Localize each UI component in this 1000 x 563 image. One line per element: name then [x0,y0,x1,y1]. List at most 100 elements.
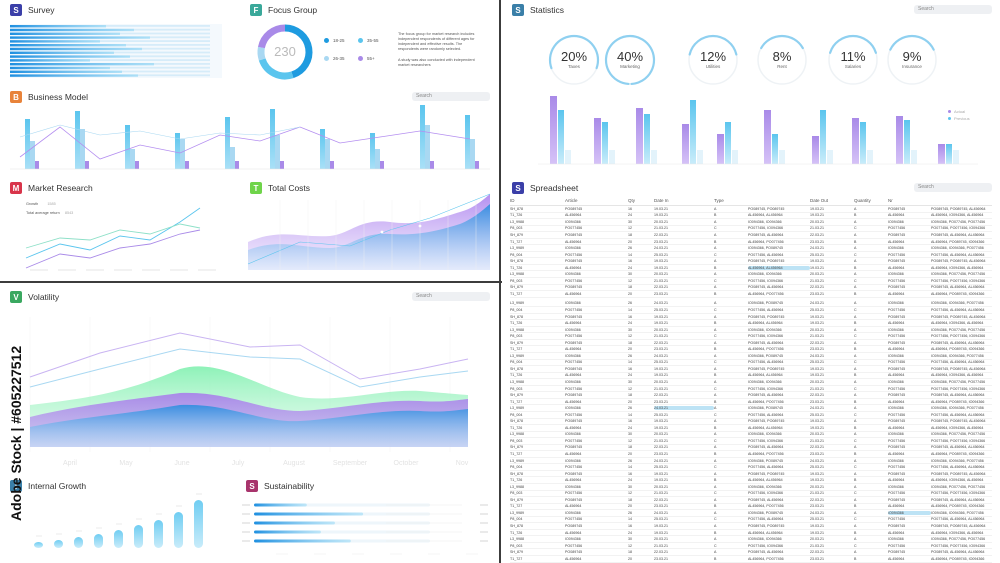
table-cell[interactable]: IO094366, PO077456, PO077456 [931,537,992,541]
col-type[interactable]: Type [714,198,748,203]
table-cell[interactable]: 26 [628,246,654,250]
table-cell[interactable]: 24 [628,478,654,482]
table-cell[interactable]: AL456964 [565,478,628,482]
table-cell[interactable]: IO094366 [565,406,628,410]
table-cell[interactable]: 18 [628,498,654,502]
table-cell[interactable]: IO094366 [565,511,628,515]
table-cell[interactable]: AL456964, PO077456 [748,292,810,296]
table-cell[interactable]: 22.03.21 [810,233,854,237]
table-cell[interactable]: IO094366, PO077456, PO077456 [931,220,992,224]
table-cell[interactable]: IO094366, IO094366, PO077456 [931,459,992,463]
table-cell[interactable]: 22.03.21 [654,550,714,554]
table-cell[interactable]: 19.03.21 [654,266,714,270]
table-cell[interactable]: T1_727 [510,557,565,561]
table-cell[interactable]: A [714,419,748,423]
table-cell[interactable]: PO077456 [565,360,628,364]
table-cell[interactable]: AL456964, PO089745, IO094366 [931,557,992,561]
table-cell[interactable]: A [854,537,888,541]
table-cell[interactable]: 23.03.21 [810,452,854,456]
table-cell[interactable]: B [714,373,748,377]
table-cell[interactable]: PO089745 [888,472,931,476]
table-cell[interactable]: A [854,485,888,489]
table-cell[interactable]: B [714,321,748,325]
table-cell[interactable]: SH_878 [510,367,565,371]
table-cell[interactable]: 25.03.21 [654,517,714,521]
table-cell[interactable]: A [714,511,748,515]
table-cell[interactable]: 19.03.21 [810,315,854,319]
table-cell[interactable]: C [854,334,888,338]
table-cell[interactable]: 22.03.21 [654,393,714,397]
table-cell[interactable]: 24.03.21 [810,354,854,358]
table-cell[interactable]: IO094366, PO089745 [748,459,810,463]
table-cell[interactable]: PO077456 [888,308,931,312]
table-cell[interactable]: B [714,531,748,535]
table-cell[interactable]: IO094366, PO077456, PO077456 [931,432,992,436]
table-cell[interactable]: PO077456 [565,544,628,548]
table-cell[interactable]: L3_9988 [510,432,565,436]
table-cell[interactable]: 12 [628,491,654,495]
table-cell[interactable]: PO077456 [888,279,931,283]
table-cell[interactable]: PO089745 [888,393,931,397]
table-cell[interactable]: A [714,246,748,250]
table-cell[interactable]: C [714,439,748,443]
table-cell[interactable]: A [854,367,888,371]
table-cell[interactable]: PO077456, IO094366 [748,387,810,391]
table-cell[interactable]: P8_004 [510,360,565,364]
table-cell[interactable]: T1_727 [510,240,565,244]
table-cell[interactable]: SH_878 [510,524,565,528]
table-cell[interactable]: 12 [628,387,654,391]
table-cell[interactable]: 16 [628,315,654,319]
table-cell[interactable]: AL456964 [888,347,931,351]
table-cell[interactable]: 20 [628,557,654,561]
table-cell[interactable]: PO077456 [565,465,628,469]
col-quantity[interactable]: Quantity [854,198,888,203]
table-cell[interactable]: IO094366, IO094366, PO077456 [931,301,992,305]
table-cell[interactable]: 23.03.21 [654,292,714,296]
table-cell[interactable]: 22.03.21 [810,550,854,554]
table-cell[interactable]: A [714,259,748,263]
table-cell[interactable]: PO077456 [888,465,931,469]
table-cell[interactable]: PO089745 [565,393,628,397]
table-cell[interactable]: IO094366 [565,246,628,250]
table-cell[interactable]: PO077456, AL456964, AL456964 [931,413,992,417]
table-cell[interactable]: AL456964 [888,478,931,482]
table-cell[interactable]: B [714,452,748,456]
table-cell[interactable]: PO077456 [565,334,628,338]
table-cell[interactable]: PO089745 [888,285,931,289]
table-cell[interactable]: IO094366, PO077456, PO077456 [931,380,992,384]
table-cell[interactable]: B [714,426,748,430]
table-cell[interactable]: 21.03.21 [810,387,854,391]
table-cell[interactable]: PO077456, PO077456, IO094366 [931,439,992,443]
col-date-in[interactable]: Date In [654,198,714,203]
table-cell[interactable]: P8_004 [510,413,565,417]
table-cell[interactable]: PO089745 [888,341,931,345]
table-cell[interactable]: IO094366 [565,537,628,541]
table-cell[interactable]: 20.03.21 [810,272,854,276]
table-cell[interactable]: 19.03.21 [810,207,854,211]
table-cell[interactable]: 26 [628,459,654,463]
table-cell[interactable]: 25.03.21 [810,253,854,257]
table-cell[interactable]: 24 [628,426,654,430]
table-cell[interactable]: PO077456 [565,387,628,391]
table-cell[interactable]: 19.03.21 [810,213,854,217]
table-cell[interactable]: IO094366, PO089745 [748,406,810,410]
table-cell[interactable]: P8_004 [510,517,565,521]
table-cell[interactable]: AL456964, PO077456 [748,240,810,244]
table-cell[interactable]: A [714,354,748,358]
table-cell[interactable]: 18 [628,285,654,289]
table-cell[interactable]: A [714,367,748,371]
table-cell[interactable]: T1_726 [510,426,565,430]
table-cell[interactable]: AL456964 [565,400,628,404]
table-cell[interactable]: 24.03.21 [654,301,714,305]
table-cell[interactable]: IO094366, IO094366, PO077456 [931,246,992,250]
table-cell[interactable]: AL456964 [565,452,628,456]
table-cell[interactable]: 19.03.21 [654,315,714,319]
table-cell[interactable]: IO094366, IO094366 [748,537,810,541]
table-cell[interactable]: 14 [628,360,654,364]
table-cell[interactable]: L3_9989 [510,511,565,515]
table-cell[interactable]: PO089745, AL456964 [748,393,810,397]
table-cell[interactable]: 19.03.21 [654,373,714,377]
table-cell[interactable]: 12 [628,334,654,338]
table-cell[interactable]: C [714,387,748,391]
table-cell[interactable]: A [714,445,748,449]
